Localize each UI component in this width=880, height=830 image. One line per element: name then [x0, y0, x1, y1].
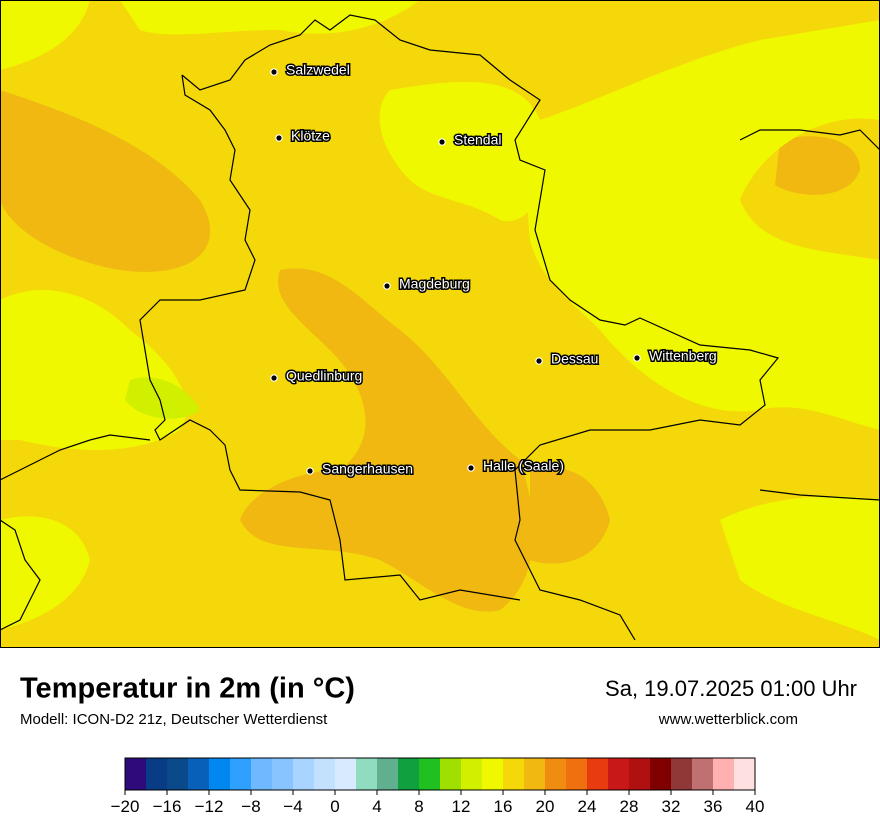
subtitle: Modell: ICON-D2 21z, Deutscher Wetterdie…	[20, 711, 328, 728]
colorbar-bin	[209, 758, 230, 790]
colorbar-bin	[419, 758, 440, 790]
colorbar-bin	[293, 758, 314, 790]
warm-areas	[0, 90, 860, 612]
colorbar-tick-label: 40	[746, 797, 765, 816]
colorbar-bin	[461, 758, 482, 790]
colorbar-tick-label: −4	[283, 797, 302, 816]
colorbar-bin	[734, 758, 755, 790]
colorbar-tick-label: −16	[153, 797, 182, 816]
colorbar-tick-label: 12	[452, 797, 471, 816]
city-dot	[275, 134, 283, 142]
colorbar-bin	[440, 758, 461, 790]
colorbar-bin	[272, 758, 293, 790]
cool-area	[125, 377, 200, 419]
colorbar-bin	[335, 758, 356, 790]
colorbar-bin	[671, 758, 692, 790]
city-dot	[467, 464, 475, 472]
colorbar-bin	[377, 758, 398, 790]
colorbar-bin	[503, 758, 524, 790]
city-dot	[270, 374, 278, 382]
colorbar-frame	[124, 757, 756, 791]
colorbar-bin	[608, 758, 629, 790]
colorbar-bin	[650, 758, 671, 790]
city-label: Wittenberg	[649, 348, 717, 364]
website: www.wetterblick.com	[658, 711, 798, 728]
colorbar-tick-label: −20	[111, 797, 140, 816]
colorbar-bin	[146, 758, 167, 790]
colorbar-bin	[356, 758, 377, 790]
borders	[0, 14, 880, 641]
city-dot	[306, 467, 314, 475]
cities: Salzwedel Klötze Stendal Magdeburg Dessau Wit…	[270, 60, 718, 478]
colorbar: −20 −16 −12 −8 −4 0 4 8 12 16 20 24 28 32 36 40	[111, 757, 765, 816]
city-label: Halle (Saale)	[483, 458, 564, 474]
colorbar-bin	[167, 758, 188, 790]
colorbar-bin	[482, 758, 503, 790]
city-label: Quedlinburg	[286, 368, 362, 384]
city-dot	[383, 282, 391, 290]
colorbar-tick-label: 24	[578, 797, 597, 816]
colorbar-tick-label: 0	[330, 797, 339, 816]
cool-areas	[0, 0, 880, 640]
city-dot	[633, 354, 641, 362]
city-dot	[438, 138, 446, 146]
city-label: Klötze	[291, 128, 330, 144]
title: Temperatur in 2m (in °C)	[20, 673, 355, 705]
colorbar-bin	[545, 758, 566, 790]
colorbar-bin	[125, 758, 146, 790]
city-label: Salzwedel	[286, 62, 350, 78]
city-label: Magdeburg	[399, 276, 470, 292]
colorbar-tick-label: 32	[662, 797, 681, 816]
colorbar-bin	[692, 758, 713, 790]
colorbar-bin	[230, 758, 251, 790]
city-dot	[270, 68, 278, 76]
colorbar-bin	[314, 758, 335, 790]
colorbar-tick-label: −12	[195, 797, 224, 816]
colorbar-tick-label: 36	[704, 797, 723, 816]
colorbar-bin	[587, 758, 608, 790]
colorbar-tick-label: 4	[372, 797, 381, 816]
datetime: Sa, 19.07.2025 01:00 Uhr	[605, 676, 857, 701]
colorbar-bin	[713, 758, 734, 790]
colorbar-tick-label: 28	[620, 797, 639, 816]
map: Salzwedel Klötze Stendal Magdeburg Dessau Wit…	[0, 0, 880, 648]
colorbar-bin	[251, 758, 272, 790]
colorbar-bin	[566, 758, 587, 790]
city-dot	[535, 357, 543, 365]
colorbar-tick-label: −8	[241, 797, 260, 816]
colorbar-tick-label: 8	[414, 797, 423, 816]
colorbar-bin	[188, 758, 209, 790]
colorbar-bin	[524, 758, 545, 790]
colorbar-tick-label: 20	[536, 797, 555, 816]
colorbar-bin	[398, 758, 419, 790]
city-label: Sangerhausen	[322, 461, 413, 477]
city-label: Stendal	[454, 132, 501, 148]
city-label: Dessau	[551, 351, 598, 367]
colorbar-tick-label: 16	[494, 797, 513, 816]
colorbar-bin	[629, 758, 650, 790]
